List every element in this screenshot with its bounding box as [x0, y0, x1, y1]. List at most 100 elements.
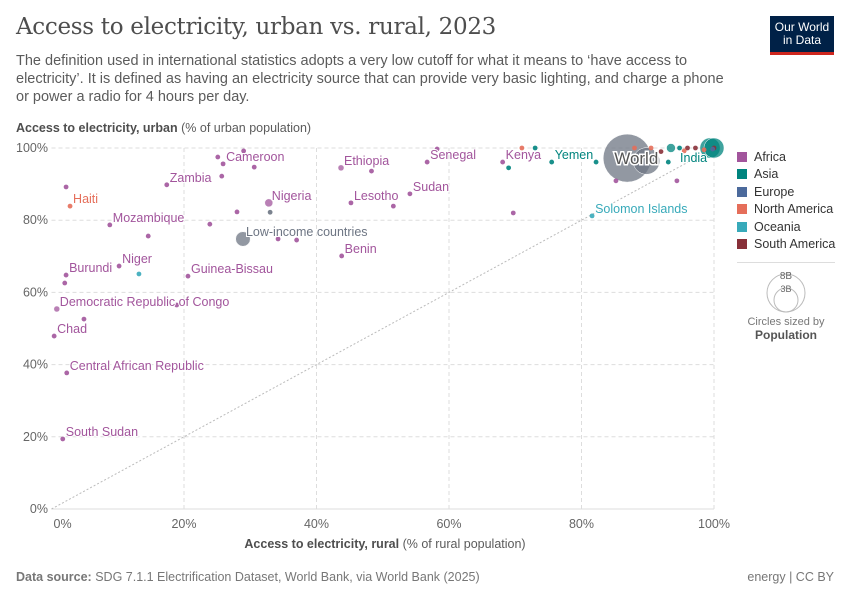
- x-tick-label: 60%: [436, 517, 461, 531]
- data-point: [648, 145, 654, 151]
- data-point: [693, 145, 698, 151]
- license-link[interactable]: energy | CC BY: [747, 570, 834, 584]
- data-point-senegal: [424, 159, 430, 165]
- data-point: [632, 145, 637, 151]
- data-point-central-african-republic: [64, 370, 70, 376]
- data-point: [677, 145, 682, 151]
- data-label: Low-income countries: [246, 225, 368, 239]
- data-label: Burundi: [69, 261, 112, 275]
- data-label: Chad: [57, 322, 87, 336]
- y-axis-label-bold: Access to electricity, urban: [16, 121, 178, 135]
- legend-item-north-america[interactable]: North America: [737, 201, 835, 219]
- legend-item-oceania[interactable]: Oceania: [737, 218, 835, 236]
- y-tick-label: 80%: [23, 213, 48, 227]
- x-tick-label: 80%: [569, 517, 594, 531]
- data-point: [685, 145, 690, 151]
- source-label: Data source:: [16, 570, 92, 584]
- swatch-icon: [737, 169, 747, 180]
- owid-logo[interactable]: Our World in Data: [770, 16, 834, 55]
- data-label: Lesotho: [354, 189, 399, 203]
- data-point-ethiopia: [337, 164, 345, 172]
- data-point: [506, 165, 512, 171]
- data-point-niger: [116, 263, 122, 269]
- legend-item-south-america[interactable]: South America: [737, 236, 835, 254]
- data-point: [532, 145, 538, 151]
- chart-subtitle: The definition used in international sta…: [16, 53, 724, 105]
- legend: Africa Asia Europe North America Oceania…: [737, 148, 835, 253]
- y-tick-label: 100%: [16, 141, 48, 155]
- data-label: Democratic Republic of Congo: [60, 295, 230, 309]
- data-point-sudan: [407, 191, 413, 197]
- y-tick-label: 40%: [23, 358, 48, 372]
- data-point: [174, 302, 180, 308]
- data-label: South Sudan: [66, 425, 138, 439]
- data-point-burundi: [63, 272, 69, 278]
- data-point: [81, 316, 87, 322]
- data-point: [63, 184, 69, 190]
- swatch-icon: [737, 151, 747, 162]
- data-label: Kenya: [506, 148, 541, 162]
- data-point: [658, 149, 664, 155]
- legend-item-africa[interactable]: Africa: [737, 148, 835, 166]
- x-axis-label-unit: (% of rural population): [402, 537, 526, 551]
- x-tick-label: 0%: [54, 517, 72, 531]
- diagonal-reference-line: [51, 147, 715, 510]
- data-point: [136, 271, 142, 277]
- data-point: [62, 280, 68, 286]
- data-point: [267, 209, 273, 215]
- data-point: [207, 221, 213, 227]
- data-point: [666, 143, 676, 153]
- data-point: [434, 146, 440, 152]
- data-point: [519, 145, 525, 151]
- legend-item-europe[interactable]: Europe: [737, 183, 835, 201]
- y-axis-label: Access to electricity, urban (% of urban…: [16, 121, 311, 135]
- data-point-chad: [51, 333, 57, 339]
- swatch-icon: [737, 204, 747, 215]
- footer: Data source: SDG 7.1.1 Electrification D…: [16, 570, 834, 584]
- y-axis-label-unit: (% of urban population): [181, 121, 312, 135]
- data-label: Sudan: [413, 180, 449, 194]
- swatch-icon: [737, 239, 747, 250]
- data-label: Cameroon: [226, 150, 284, 164]
- size-legend-circles-icon: 8B 3B: [766, 271, 806, 313]
- legend-item-asia[interactable]: Asia: [737, 166, 835, 184]
- data-point: [593, 159, 599, 165]
- x-axis-label-bold: Access to electricity, rural: [244, 537, 400, 551]
- data-point: [710, 146, 716, 152]
- data-point: [390, 203, 396, 209]
- swatch-icon: [737, 186, 747, 197]
- data-label: Benin: [345, 242, 377, 256]
- data-label: Solomon Islands: [595, 202, 687, 216]
- data-point: [632, 147, 661, 175]
- data-point: [219, 173, 225, 179]
- size-legend-small: 3B: [780, 284, 791, 294]
- data-point: [294, 237, 300, 243]
- data-point: [510, 210, 516, 216]
- legend-label: Europe: [754, 184, 795, 199]
- size-legend-large: 8B: [780, 271, 793, 282]
- data-label: India: [680, 151, 707, 165]
- swatch-icon: [737, 221, 747, 232]
- legend-label: Asia: [754, 167, 779, 182]
- x-tick-label: 40%: [304, 517, 329, 531]
- legend-label: Africa: [754, 149, 786, 164]
- data-label: World: [614, 149, 658, 168]
- data-point-lesotho: [348, 200, 354, 206]
- data-point-mozambique: [107, 222, 113, 228]
- data-point-nigeria: [264, 198, 274, 208]
- data-point-democratic-republic-of-congo: [53, 305, 61, 313]
- data-label: Mozambique: [113, 211, 185, 225]
- data-point: [241, 148, 247, 154]
- legend-label: Oceania: [754, 219, 801, 234]
- size-legend-variable: Population: [755, 328, 817, 342]
- data-label: Ethiopia: [344, 154, 389, 168]
- source-link[interactable]: SDG 7.1.1 Electrification Dataset, World…: [95, 570, 480, 584]
- data-point: [701, 147, 707, 153]
- data-point-guinea-bissau: [185, 273, 191, 279]
- data-point-solomon-islands: [589, 213, 595, 219]
- legend-label: South America: [754, 237, 836, 252]
- y-tick-label: 60%: [23, 285, 48, 299]
- chart-title: Access to electricity, urban vs. rural, …: [16, 14, 497, 40]
- data-point: [145, 233, 151, 239]
- data-point-low-income-countries: [235, 231, 251, 247]
